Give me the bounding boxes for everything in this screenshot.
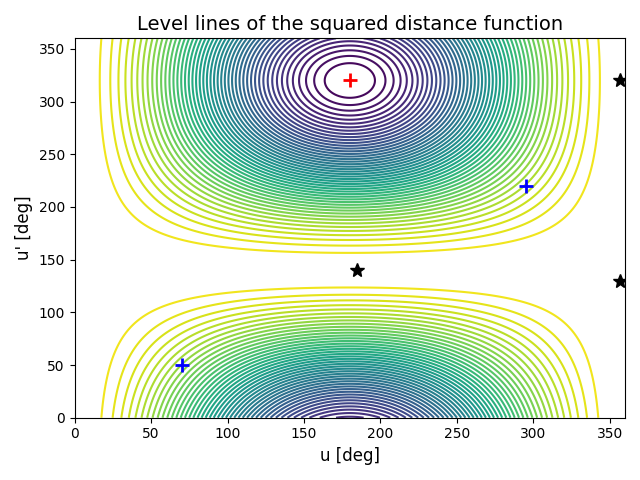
- Y-axis label: u' [deg]: u' [deg]: [15, 196, 33, 260]
- Title: Level lines of the squared distance function: Level lines of the squared distance func…: [137, 15, 563, 34]
- X-axis label: u [deg]: u [deg]: [320, 447, 380, 465]
